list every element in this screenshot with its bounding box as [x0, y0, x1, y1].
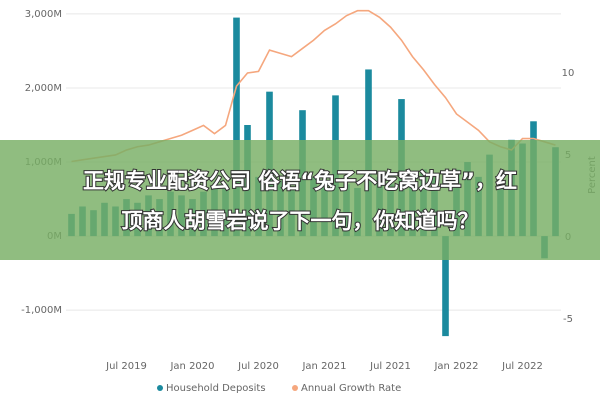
legend-label: Annual Growth Rate [301, 383, 401, 394]
line [71, 9, 556, 163]
x-tick-label: Jan 2022 [433, 361, 478, 372]
x-tick-label: Jan 2021 [301, 361, 346, 372]
y2-tick-label: 10 [562, 68, 575, 79]
x-tick-label: Jul 2020 [237, 361, 279, 372]
overlay-text: 正规专业配资公司 俗语“兔子不吃窝边草”，红 [83, 169, 517, 193]
x-tick-label: Jul 2021 [369, 361, 411, 372]
y2-tick-label: -5 [563, 314, 573, 325]
x-tick-label: Jul 2019 [105, 361, 147, 372]
overlay-text: 顶商人胡雪岩说了下一句，你知道吗？ [122, 209, 479, 233]
legend-swatch [292, 385, 298, 391]
x-tick-label: Jan 2020 [169, 361, 214, 372]
legend-label: Household Deposits [166, 383, 266, 394]
legend-swatch [157, 385, 163, 391]
bar [442, 236, 449, 337]
y-tick-label: 2,000M [25, 83, 62, 94]
x-tick-label: Jul 2022 [501, 361, 543, 372]
y-tick-label: 3,000M [25, 9, 62, 20]
bar [233, 17, 240, 237]
overlay-banner [0, 140, 600, 260]
y-tick-label: -1,000M [21, 305, 62, 316]
